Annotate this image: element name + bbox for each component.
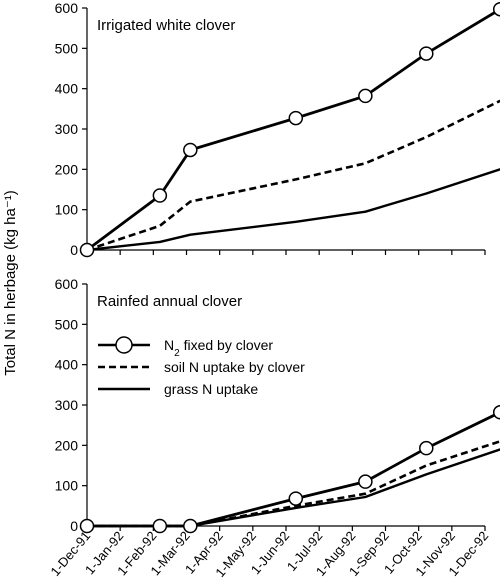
series-line-dashed [87,440,500,528]
y-ticks-bottom: 0 100 200 300 400 500 600 [55,276,486,534]
y-tick-label: 400 [55,81,79,97]
x-ticks-bottom: 1-Dec-911-Jan-921-Feb-921-Mar-921-Apr-92… [47,528,491,580]
n2-point [419,46,434,61]
y-tick-label: 0 [70,242,78,258]
series-top [79,1,500,258]
n2-point [358,88,373,104]
y-tick-label: 300 [55,397,79,413]
n2-point [288,110,304,126]
y-axis-label: Total N in herbage (kg ha⁻¹) [2,190,19,376]
n2-point [183,142,198,158]
legend-label: N2 fixed by clover [164,337,273,359]
panel-rainfed-annual-clover: Rainfed annual clover 0 100 200 300 400 500 60… [47,276,500,580]
n2-point [79,242,95,258]
n2-point [288,491,304,506]
y-tick-label: 600 [55,0,79,16]
y-tick-label: 400 [55,357,79,373]
legend-marker [115,336,133,354]
panel-irrigated-white-clover: Irrigated white clover 0 100 200 300 400 500 6… [55,0,500,258]
y-tick-label: 500 [55,316,79,332]
y-tick-label: 200 [55,437,79,453]
series-bottom [79,405,500,534]
n2-point [152,518,168,534]
y-tick-label: 500 [55,40,79,56]
y-tick-label: 0 [70,518,78,534]
y-tick-label: 300 [55,121,79,137]
n2-point [152,188,168,203]
series-line-solid [86,168,500,252]
series-line-dashed [86,99,500,252]
n2-point [358,474,373,489]
series-line-solid-circle [86,7,500,252]
legend-label: soil N uptake by clover [164,359,305,375]
n2-point [419,440,434,456]
y-ticks-top: 0 100 200 300 400 500 600 [55,0,486,258]
y-tick-label: 600 [55,276,79,292]
panel-title-bottom: Rainfed annual clover [97,293,242,310]
n2-point [183,518,198,534]
y-tick-label: 200 [55,161,79,177]
panel-title-top: Irrigated white clover [97,17,235,34]
legend-label: grass N uptake [164,381,258,397]
n2-point [492,1,500,17]
y-tick-label: 100 [55,202,79,218]
n2-point [79,518,95,534]
series-line-solid [87,448,500,528]
n2-point [492,405,500,420]
y-tick-label: 100 [55,478,79,494]
